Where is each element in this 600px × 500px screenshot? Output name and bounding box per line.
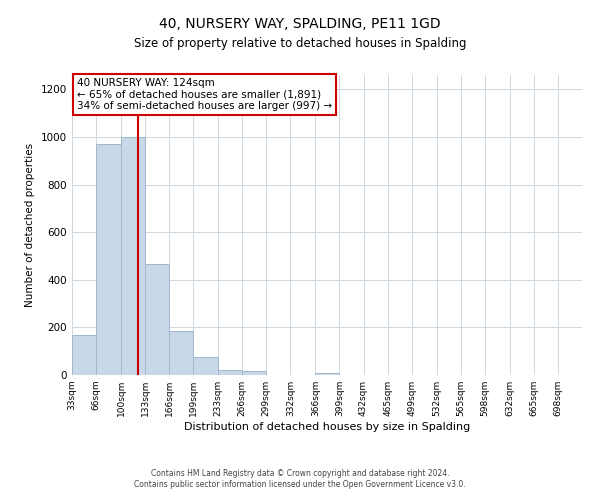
Text: Size of property relative to detached houses in Spalding: Size of property relative to detached ho… bbox=[134, 38, 466, 51]
Bar bbox=[72, 334, 96, 375]
X-axis label: Distribution of detached houses by size in Spalding: Distribution of detached houses by size … bbox=[184, 422, 470, 432]
Text: Contains public sector information licensed under the Open Government Licence v3: Contains public sector information licen… bbox=[134, 480, 466, 489]
Bar bbox=[96, 144, 121, 375]
Bar bbox=[218, 370, 242, 375]
Bar bbox=[121, 137, 145, 375]
Bar bbox=[169, 331, 193, 375]
Bar bbox=[316, 372, 340, 375]
Bar bbox=[145, 264, 169, 375]
Text: Contains HM Land Registry data © Crown copyright and database right 2024.: Contains HM Land Registry data © Crown c… bbox=[151, 468, 449, 477]
Y-axis label: Number of detached properties: Number of detached properties bbox=[25, 143, 35, 307]
Bar bbox=[193, 357, 218, 375]
Bar bbox=[242, 372, 266, 375]
Text: 40 NURSERY WAY: 124sqm
← 65% of detached houses are smaller (1,891)
34% of semi-: 40 NURSERY WAY: 124sqm ← 65% of detached… bbox=[77, 78, 332, 111]
Text: 40, NURSERY WAY, SPALDING, PE11 1GD: 40, NURSERY WAY, SPALDING, PE11 1GD bbox=[159, 18, 441, 32]
